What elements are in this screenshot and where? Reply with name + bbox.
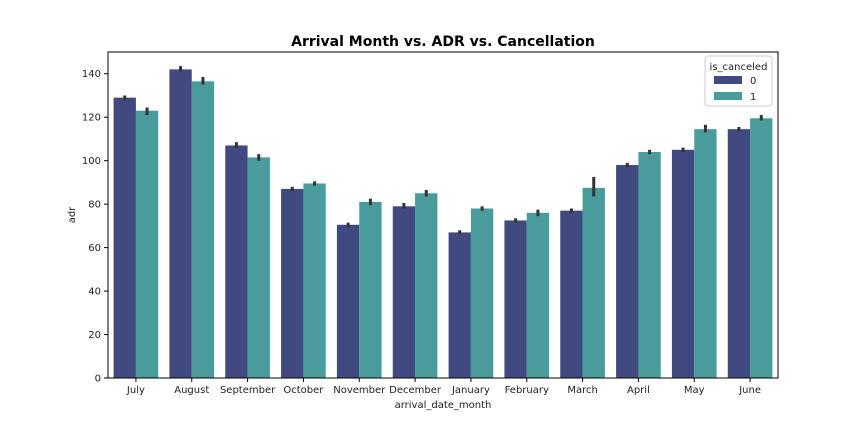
bar-july-0 bbox=[113, 97, 136, 378]
legend-label-0: 0 bbox=[750, 76, 756, 87]
bar-march-1 bbox=[582, 187, 605, 378]
x-axis-label: arrival_date_month bbox=[395, 400, 492, 411]
x-tick-label: November bbox=[333, 385, 386, 396]
bar-november-0 bbox=[336, 224, 360, 378]
x-tick-label: July bbox=[126, 385, 145, 396]
bar-june-0 bbox=[727, 129, 751, 378]
x-tick-label: August bbox=[174, 385, 209, 396]
legend-swatch-0 bbox=[714, 76, 742, 84]
bar-april-0 bbox=[616, 165, 639, 378]
x-tick-label: February bbox=[505, 385, 549, 396]
legend-swatch-1 bbox=[714, 92, 742, 100]
bar-january-1 bbox=[470, 208, 494, 378]
y-axis-label: adr bbox=[67, 206, 78, 223]
x-tick-label: December bbox=[389, 385, 442, 396]
x-tick-label: October bbox=[283, 385, 324, 396]
legend-label-1: 1 bbox=[750, 92, 756, 103]
bar-october-0 bbox=[281, 188, 304, 378]
y-tick-label: 60 bbox=[88, 243, 101, 254]
bar-january-0 bbox=[448, 232, 471, 378]
y-tick-label: 140 bbox=[82, 69, 101, 80]
legend-title: is_canceled bbox=[710, 62, 768, 73]
bar-december-0 bbox=[392, 206, 416, 378]
y-tick-label: 100 bbox=[82, 156, 101, 167]
bar-may-1 bbox=[694, 129, 717, 378]
bar-march-0 bbox=[560, 210, 583, 378]
bar-september-1 bbox=[247, 157, 270, 378]
bar-february-1 bbox=[526, 212, 550, 378]
bar-june-1 bbox=[750, 118, 773, 378]
legend: is_canceled 0 1 bbox=[704, 55, 773, 107]
bar-february-0 bbox=[504, 220, 527, 378]
y-tick-label: 80 bbox=[88, 200, 101, 211]
y-tick-label: 40 bbox=[88, 287, 101, 298]
bar-april-1 bbox=[638, 151, 661, 378]
x-tick-label: March bbox=[567, 385, 597, 396]
x-tick-label: April bbox=[627, 385, 650, 396]
y-tick-label: 20 bbox=[88, 330, 101, 341]
chart-title: Arrival Month vs. ADR vs. Cancellation bbox=[291, 34, 595, 50]
bar-may-0 bbox=[671, 149, 695, 378]
x-tick-label: January bbox=[451, 385, 490, 396]
bar-july-1 bbox=[135, 110, 159, 379]
bar-november-1 bbox=[359, 201, 382, 378]
bar-october-1 bbox=[303, 183, 326, 378]
bar-december-1 bbox=[415, 193, 438, 378]
bar-september-0 bbox=[225, 145, 248, 378]
bar-august-1 bbox=[191, 81, 215, 378]
y-tick-label: 120 bbox=[82, 113, 101, 124]
plot-frame bbox=[107, 51, 779, 379]
bar-august-0 bbox=[169, 69, 192, 379]
y-tick-label: 0 bbox=[95, 374, 101, 385]
x-tick-label: September bbox=[220, 385, 276, 396]
x-tick-label: May bbox=[684, 385, 705, 396]
x-tick-label: June bbox=[738, 385, 761, 396]
